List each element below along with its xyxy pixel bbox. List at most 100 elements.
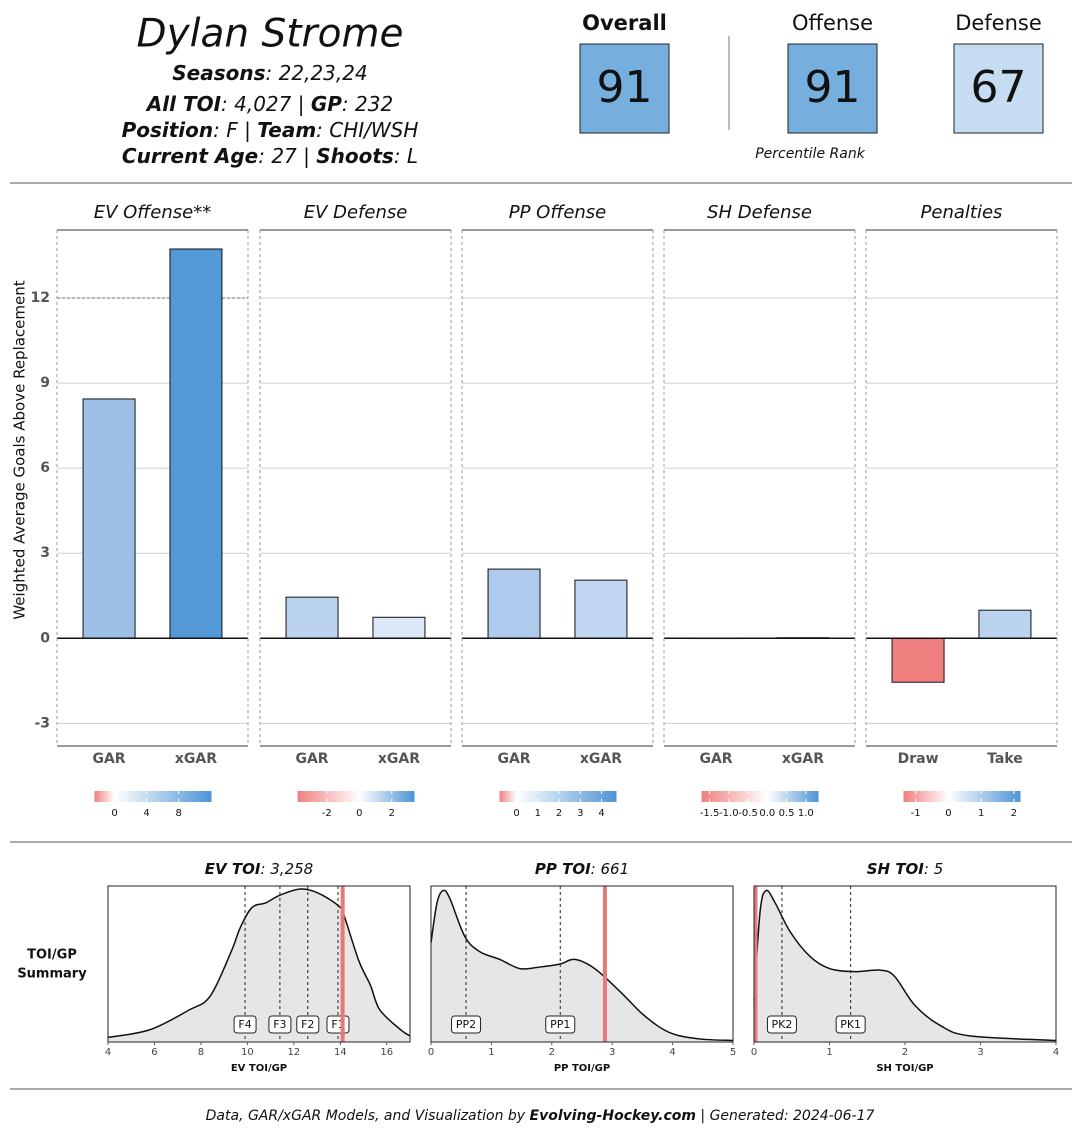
marker-label: F3 [273, 1018, 286, 1031]
bar [169, 248, 223, 639]
x-tick-label: 4 [1053, 1047, 1059, 1058]
text-segment: : 661 [591, 860, 629, 878]
density-line [430, 889, 734, 1042]
x-tick-label: 2 [902, 1047, 908, 1058]
text-segment: All TOI [145, 92, 222, 116]
footer: Data, GAR/xGAR Models, and Visualization… [206, 1108, 875, 1124]
rating-value: 67 [971, 62, 1027, 113]
header-line: Position: F | Team: CHI/WSH [122, 118, 419, 142]
x-tick-label: xGAR [175, 751, 217, 767]
x-tick-label: 2 [549, 1047, 555, 1058]
density-line [107, 888, 411, 1039]
y-tick-label: 9 [40, 375, 50, 391]
rating-box [787, 43, 878, 134]
marker-label: F4 [238, 1018, 251, 1031]
colorbar-label: 2 [1011, 808, 1017, 819]
rating-label: Overall [582, 11, 667, 35]
text-segment: SH TOI [867, 860, 925, 878]
x-tick-label: 3 [977, 1047, 983, 1058]
bar [487, 568, 541, 639]
x-axis-label: EV TOI/GP [231, 1063, 287, 1074]
colorbar-label: -1.0 [719, 808, 739, 819]
colorbar-label: -1.5 [700, 808, 720, 819]
player-name: Dylan Strome [137, 12, 404, 57]
text-segment: EV TOI [205, 860, 261, 878]
rating-label: Offense [792, 11, 873, 35]
marker-label: PP2 [456, 1018, 476, 1031]
colorbar [94, 791, 212, 802]
text-segment: : 27 | [258, 144, 316, 168]
y-tick-label: -3 [34, 715, 50, 731]
text-segment: GP [311, 92, 342, 116]
text-segment: : F | [213, 118, 257, 142]
header-line: Seasons: 22,23,24 [172, 61, 367, 85]
colorbar-label: -2 [322, 808, 332, 819]
marker-box [766, 1015, 797, 1034]
rating-label: Defense [955, 11, 1042, 35]
marker-label: F2 [301, 1018, 314, 1031]
density-area [754, 890, 1056, 1042]
rating-value: 91 [805, 62, 861, 113]
bar [891, 637, 945, 683]
toi-label: TOI/GP [27, 948, 77, 963]
text-segment: Current Age [122, 144, 258, 168]
panel-title: EV TOI: 3,258 [205, 860, 313, 878]
colorbar-label: -1 [911, 808, 921, 819]
text-segment: : 22,23,24 [266, 61, 368, 85]
marker-box [268, 1015, 292, 1034]
x-tick-label: GAR [92, 751, 125, 767]
x-tick-label: GAR [699, 751, 732, 767]
y-tick-label: 12 [31, 290, 50, 306]
marker-box [835, 1015, 866, 1034]
panel-border [430, 885, 734, 1043]
bar [978, 609, 1032, 639]
colorbar-label: 0.5 [779, 808, 795, 819]
marker-box [233, 1015, 257, 1034]
colorbar [701, 791, 819, 802]
panel-title: SH Defense [707, 202, 812, 223]
text-segment: Evolving-Hockey.com [530, 1108, 696, 1124]
rating-box [579, 43, 670, 134]
text-segment: Data, GAR/xGAR Models, and Visualization… [206, 1108, 530, 1124]
x-tick-label: 6 [151, 1047, 157, 1058]
rating-box [953, 43, 1044, 134]
marker-box [545, 1015, 576, 1034]
x-tick-label: 1 [826, 1047, 832, 1058]
x-tick-label: 1 [488, 1047, 494, 1058]
colorbar-label: -0.5 [738, 808, 758, 819]
y-tick-label: 0 [40, 630, 50, 646]
colorbar-label: 0 [356, 808, 362, 819]
panel-title: EV Offense** [94, 202, 212, 223]
bar [372, 616, 426, 639]
x-tick-label: xGAR [782, 751, 824, 767]
bar [285, 596, 339, 639]
x-tick-label: 12 [287, 1047, 300, 1058]
density-area [431, 890, 733, 1042]
text-segment: : 232 [342, 92, 393, 116]
panel-title: Penalties [921, 202, 1003, 223]
colorbar-label: 1.0 [798, 808, 814, 819]
panel-title: EV Defense [304, 202, 408, 223]
text-segment: Shoots [316, 144, 394, 168]
text-segment: PP TOI [535, 860, 591, 878]
colorbar-label: 0.0 [759, 808, 775, 819]
colorbar-label: 1 [978, 808, 984, 819]
colorbar-label: 4 [598, 808, 604, 819]
x-tick-label: 0 [751, 1047, 757, 1058]
colorbar-label: 3 [577, 808, 583, 819]
colorbar [903, 791, 1021, 802]
colorbar-label: 2 [389, 808, 395, 819]
y-tick-label: 6 [40, 460, 50, 476]
x-tick-label: 10 [241, 1047, 254, 1058]
x-tick-label: 3 [609, 1047, 615, 1058]
marker-label: PK1 [840, 1018, 861, 1031]
marker-label: PP1 [550, 1018, 570, 1031]
text-segment: Seasons [172, 61, 265, 85]
rating-value: 91 [597, 62, 653, 113]
text-segment: : 4,027 | [221, 92, 311, 116]
x-axis-label: SH TOI/GP [876, 1063, 933, 1074]
colorbar-label: 0 [513, 808, 519, 819]
x-tick-label: xGAR [580, 751, 622, 767]
x-tick-label: GAR [295, 751, 328, 767]
